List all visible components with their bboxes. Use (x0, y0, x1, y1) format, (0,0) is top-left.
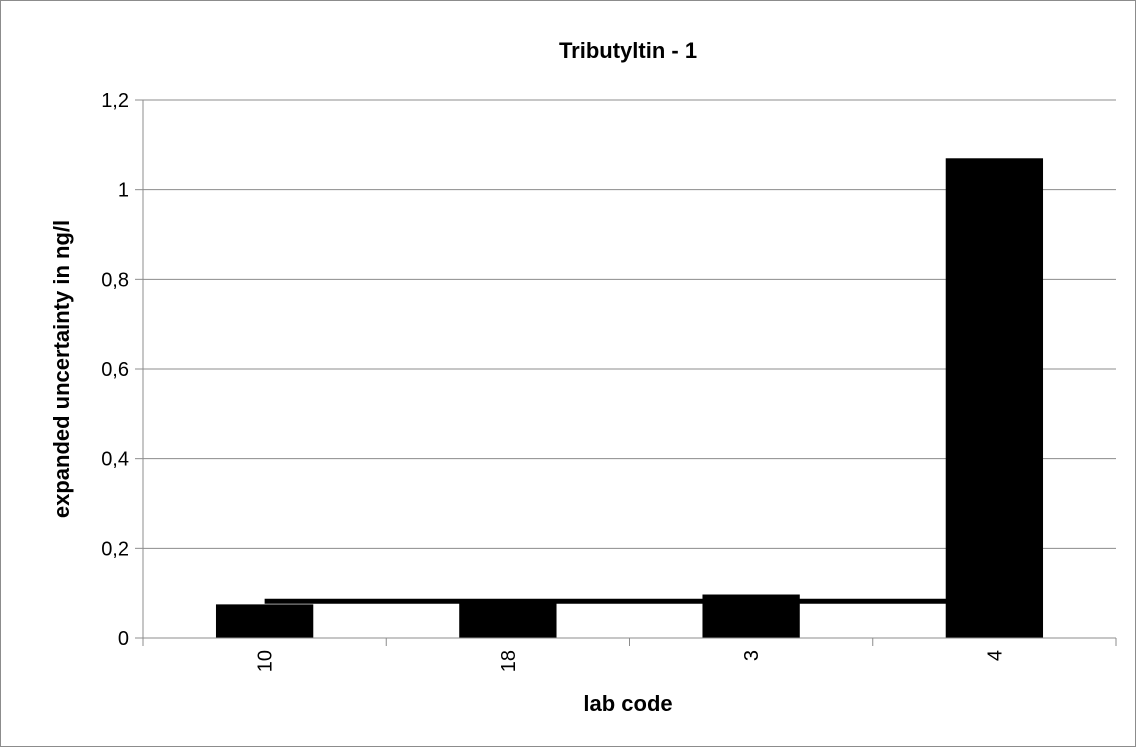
bars (215, 158, 1044, 639)
x-tick-label: 18 (498, 650, 520, 672)
x-axis-title: lab code (583, 691, 672, 716)
y-tick-label: 1 (118, 180, 129, 202)
bar (459, 599, 557, 638)
x-tick-label: 10 (255, 650, 277, 672)
y-tick-label: 0,4 (101, 449, 129, 471)
y-tick-label: 0,8 (101, 269, 129, 291)
y-axis-title: expanded uncertainty in ng/l (49, 220, 74, 518)
x-tick-label: 3 (741, 650, 763, 661)
y-tick-label: 1,2 (101, 90, 129, 112)
bar (945, 158, 1044, 639)
x-tick-labels: 10 18 3 4 (255, 650, 1007, 672)
bar (215, 604, 314, 638)
y-tick-label: 0,6 (101, 359, 129, 381)
chart-title: Tributyltin - 1 (559, 38, 697, 63)
y-tick-labels: 0 0,2 0,4 0,6 0,8 1 1,2 (101, 90, 129, 650)
y-tick-label: 0,2 (101, 538, 129, 560)
axes (142, 100, 1117, 646)
y-tick-label: 0 (118, 628, 129, 650)
x-tick-label: 4 (984, 650, 1006, 661)
